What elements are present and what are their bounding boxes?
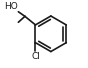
- Text: Cl: Cl: [31, 52, 40, 61]
- Text: HO: HO: [4, 2, 18, 11]
